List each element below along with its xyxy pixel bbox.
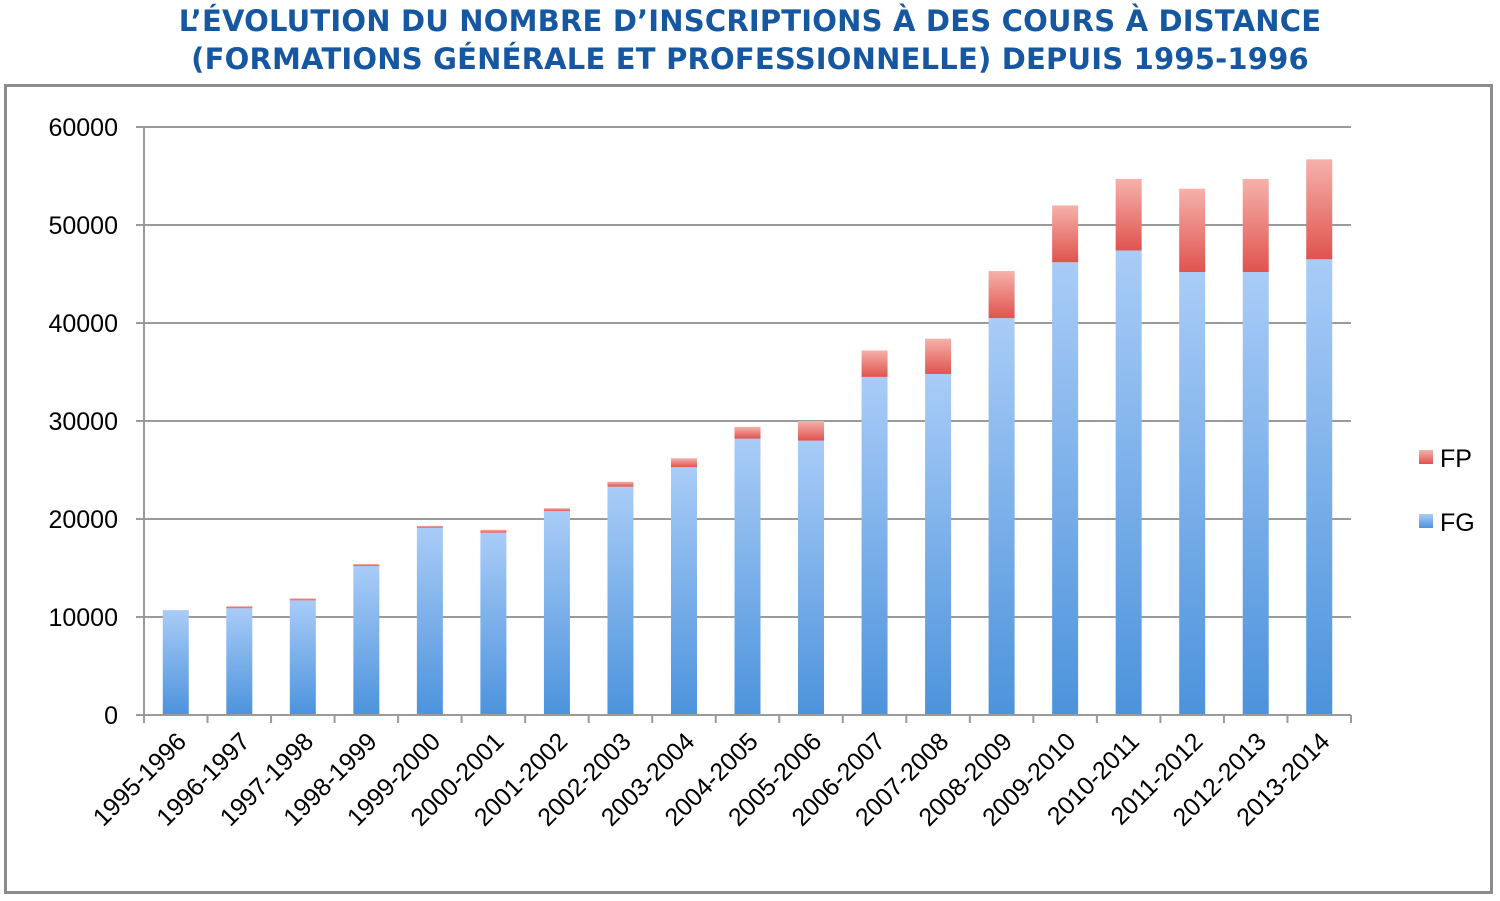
bar-fg: [861, 376, 888, 715]
bar-fg: [798, 440, 825, 715]
y-tick-label: 60000: [48, 114, 118, 142]
bar-fp: [861, 350, 888, 377]
bar-fg: [543, 511, 570, 715]
bar-fg: [670, 467, 697, 715]
bar-fg: [607, 486, 634, 715]
bar-fp: [1115, 178, 1142, 251]
y-tick-label: 10000: [48, 604, 118, 632]
y-axis-ticks: 0 10000 20000 30000 40000 50000 60000: [48, 114, 144, 730]
bar-fg: [1179, 272, 1206, 715]
bar-fg: [289, 600, 316, 715]
bar-fp: [480, 529, 507, 533]
legend: FP FG: [1419, 445, 1475, 537]
bar-fg: [1052, 262, 1079, 715]
bar-fg: [416, 527, 443, 715]
bar-fp: [416, 525, 443, 528]
bar-fg: [480, 532, 507, 715]
y-tick-label: 30000: [48, 408, 118, 436]
bar-fp: [925, 338, 952, 374]
bar-fg: [1242, 272, 1269, 715]
y-tick-label: 50000: [48, 212, 118, 240]
bar-fp: [670, 458, 697, 468]
bar-fg: [988, 318, 1015, 715]
bar-fp: [988, 271, 1015, 319]
bar-fg: [353, 566, 380, 715]
chart-title: L’ÉVOLUTION DU NOMBRE D’INSCRIPTIONS À D…: [0, 2, 1500, 78]
bar-fp: [607, 481, 634, 487]
y-tick-label: 20000: [48, 506, 118, 534]
bar-fp: [289, 598, 316, 601]
bar-fp: [1052, 205, 1079, 263]
legend-swatch-fg: [1419, 514, 1433, 528]
bar-fp: [798, 421, 825, 441]
bar-fp: [734, 426, 761, 439]
bar-fg: [1306, 259, 1333, 715]
chart-title-line-1: L’ÉVOLUTION DU NOMBRE D’INSCRIPTIONS À D…: [178, 4, 1322, 38]
legend-label-fp: FP: [1440, 445, 1472, 473]
bar-fg: [734, 438, 761, 715]
x-axis-ticks: 1995-19961996-19971997-19981998-19991999…: [88, 727, 1336, 831]
chart-title-line-2: (FORMATIONS GÉNÉRALE ET PROFESSIONNELLE)…: [191, 42, 1309, 76]
bar-fg: [925, 373, 952, 715]
bar-fg: [226, 608, 253, 715]
bar-fg: [162, 610, 189, 715]
bar-fp: [543, 508, 570, 512]
bar-fp: [1179, 188, 1206, 273]
legend-label-fg: FG: [1440, 509, 1475, 537]
bar-fp: [353, 564, 380, 567]
bar-fp: [1242, 178, 1269, 273]
y-tick-label: 40000: [48, 310, 118, 338]
bar-fp: [1306, 159, 1333, 260]
bar-fg: [1115, 250, 1142, 716]
legend-swatch-fp: [1419, 450, 1433, 464]
bars: [162, 159, 1333, 716]
bar-fp: [226, 606, 253, 609]
y-tick-label: 0: [104, 702, 118, 730]
